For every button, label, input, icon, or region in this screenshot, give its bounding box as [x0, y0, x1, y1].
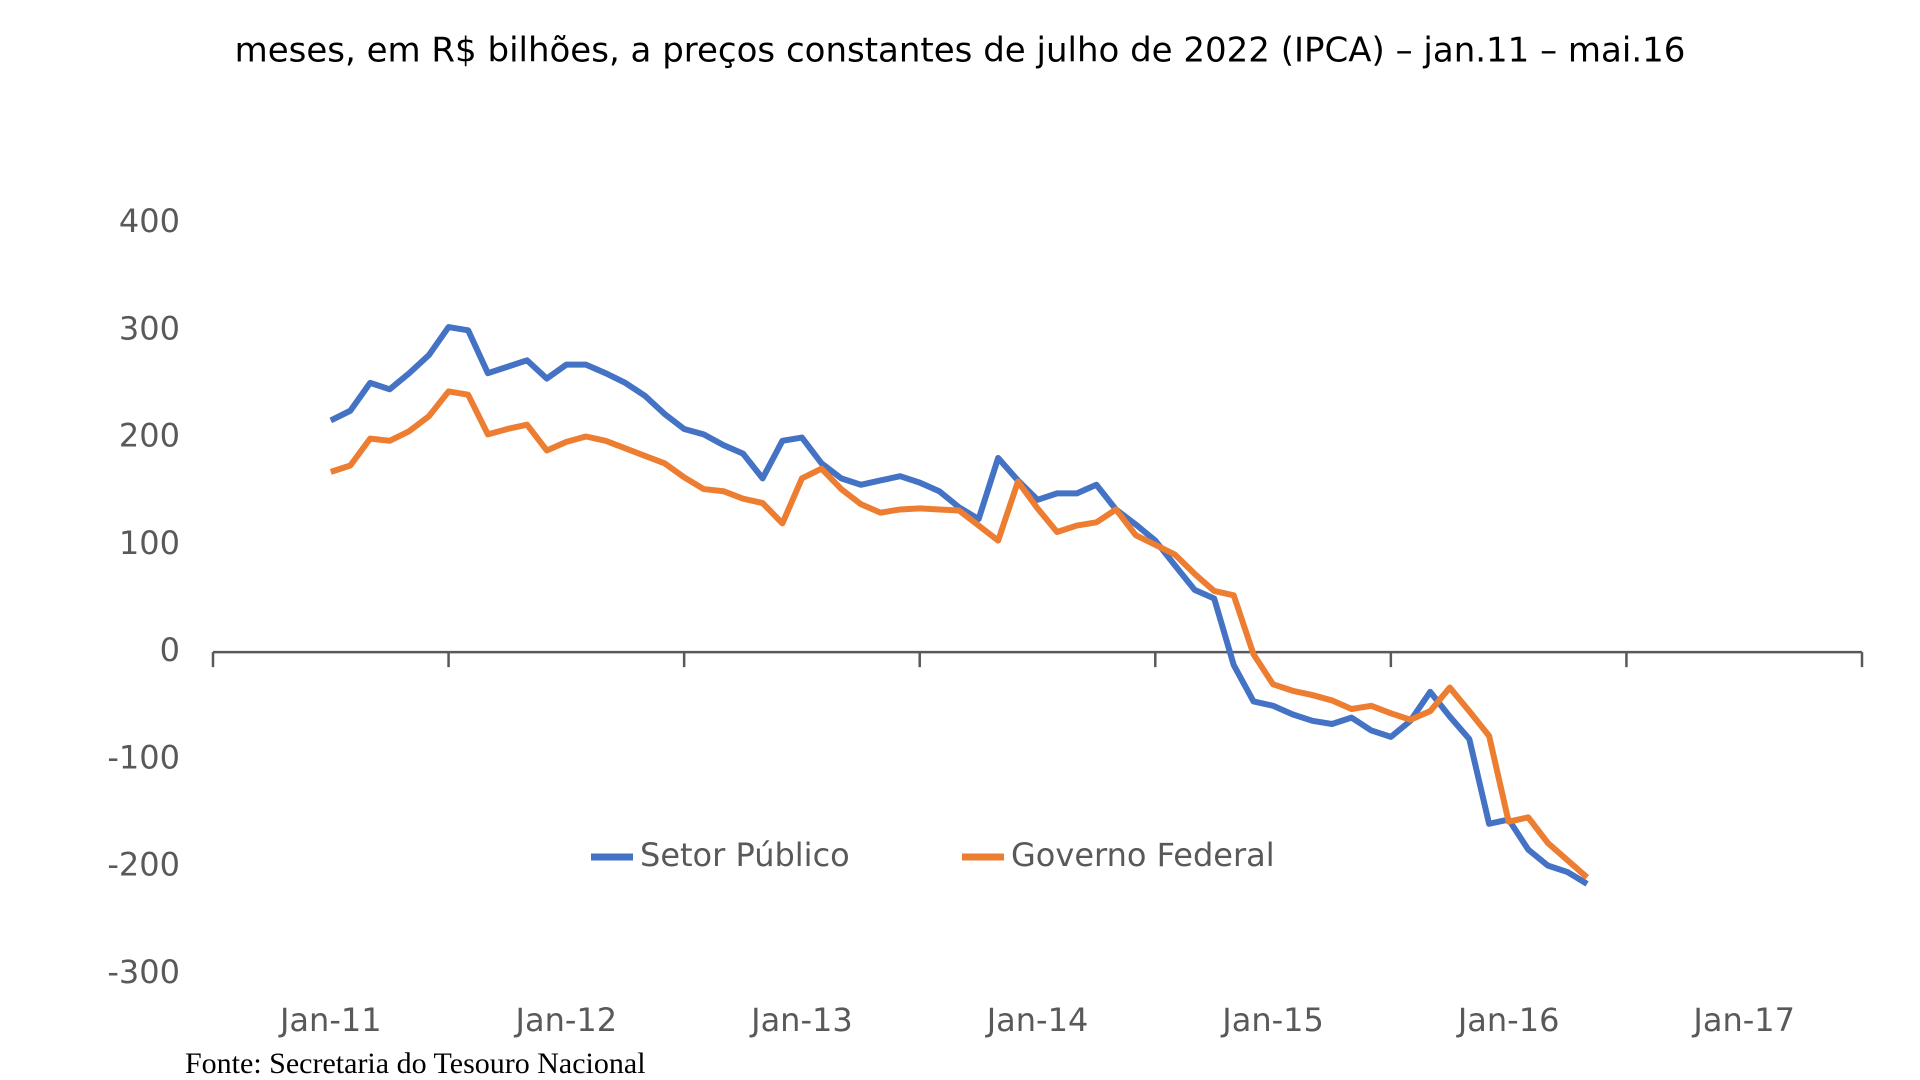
y-tick-label: 300: [119, 309, 180, 347]
x-tick-label: Jan-17: [1691, 1001, 1795, 1039]
y-tick-label: 400: [119, 202, 180, 240]
x-tick-label: Jan-13: [749, 1001, 853, 1039]
legend-label: Governo Federal: [1011, 836, 1275, 874]
y-tick-label: -300: [107, 953, 180, 991]
x-tick-label: Jan-11: [278, 1001, 382, 1039]
x-tick-label: Jan-16: [1456, 1001, 1560, 1039]
x-tick-label: Jan-14: [985, 1001, 1089, 1039]
x-tick-label: Jan-12: [514, 1001, 618, 1039]
source-note: Fonte: Secretaria do Tesouro Nacional: [185, 1047, 646, 1080]
y-tick-label: 200: [119, 417, 180, 455]
y-tick-label: -200: [107, 846, 180, 884]
x-tick-label: Jan-15: [1220, 1001, 1324, 1039]
series-line: [329, 388, 1590, 880]
series-line: [329, 324, 1589, 887]
chart-title: meses, em R$ bilhões, a preços constante…: [235, 31, 1686, 71]
y-tick-label: 0: [160, 631, 180, 669]
y-tick-label: -100: [107, 738, 180, 776]
y-tick-label: 100: [119, 524, 180, 562]
legend-label: Setor Público: [640, 836, 850, 874]
